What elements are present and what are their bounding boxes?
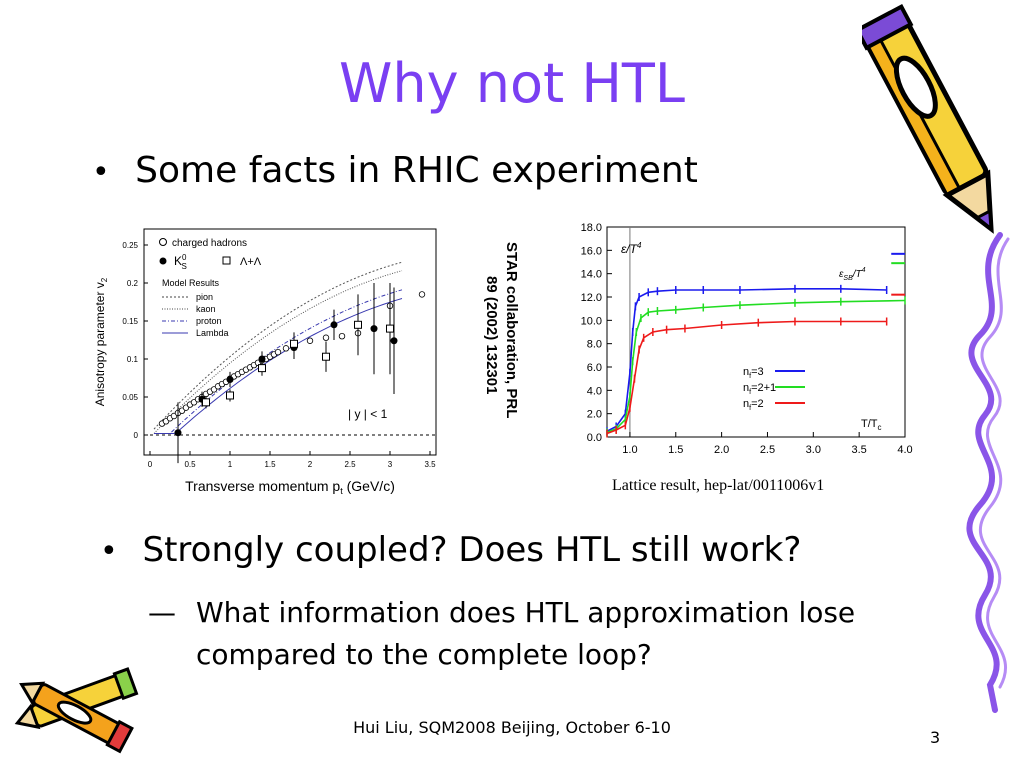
star-reference: STAR collaboration, PRL 89 (2002) 132301 <box>483 242 520 418</box>
x-tick-label: 0 <box>148 460 153 469</box>
x-tick-label: 2.5 <box>344 460 356 469</box>
legend-model-results: Model Results <box>162 278 220 288</box>
bullet-1: • Some facts in RHIC experiment <box>92 150 698 191</box>
star-ref-line1: STAR collaboration, PRL <box>503 242 520 418</box>
ks-point <box>330 321 338 329</box>
legend-lambda: Λ+Λ <box>240 256 262 268</box>
y-tick-label: 0.1 <box>127 355 139 364</box>
crayon-scribble-icon <box>966 232 1010 713</box>
x-axis-label: T/Tc <box>861 418 882 432</box>
sub-bullet-line2: compared to the complete loop? <box>196 638 652 671</box>
y-tick-label: 14.0 <box>581 269 602 281</box>
model-curve <box>153 261 403 430</box>
x-tick-label: 1.5 <box>668 444 683 456</box>
star-ref-line2: 89 (2002) 132301 <box>483 276 500 394</box>
legend-charged-hadrons: charged hadrons <box>172 238 247 249</box>
x-tick-label: 2 <box>308 460 313 469</box>
y-tick-label: 2.0 <box>587 409 602 421</box>
v2-chart: 0 0.5 1 1.5 2 2.5 3 3.5 0 0.05 0.1 0.15 0.2 0.25 char… <box>93 228 437 496</box>
bullet-2: • Strongly coupled? Does HTL still work? <box>100 530 801 570</box>
bullet-dot: • <box>100 534 118 569</box>
lambda-point <box>386 324 394 333</box>
charged-hadron-point <box>282 345 290 352</box>
y-tick-label: 6.0 <box>587 362 602 374</box>
legend-label: nf=2+1 <box>743 382 776 396</box>
charged-hadron-point <box>306 337 314 344</box>
legend-proton: proton <box>196 316 222 326</box>
pencil-icon <box>862 3 994 234</box>
bullet-dot: • <box>92 155 110 190</box>
bullet-1-text: Some facts in RHIC experiment <box>135 150 698 191</box>
y-axis-label: ε/T4 <box>621 241 642 256</box>
chart-legend: charged hadrons K0 S Λ+Λ Model Results pi… <box>159 238 262 338</box>
y-tick-label: 0.25 <box>122 241 138 250</box>
charged-hadron-point <box>322 334 330 341</box>
lambda-point <box>202 398 210 407</box>
x-tick-label: 3 <box>388 460 393 469</box>
rapidity-annotation: | y | < 1 <box>348 407 388 421</box>
charged-hadron-point <box>418 291 426 298</box>
lattice-chart: 1.0 1.5 2.0 2.5 3.0 3.5 4.0 0.0 2.0 4.0 6.0 8.0 10.0… <box>581 222 913 456</box>
lambda-point <box>226 391 234 400</box>
y-tick-label: 8.0 <box>587 339 602 351</box>
y-tick-label: 0 <box>134 431 139 440</box>
ks-point <box>390 337 398 345</box>
chart-legend: nf=3 nf=2+1 nf=2 <box>743 366 805 412</box>
y-tick-label: 10.0 <box>581 315 602 327</box>
model-curve <box>153 270 403 434</box>
y-tick-label: 0.0 <box>587 432 602 444</box>
x-tick-label: 0.5 <box>184 460 196 469</box>
legend-lambda-model: Lambda <box>196 328 229 338</box>
legend-open-circle-icon <box>159 238 167 246</box>
legend-pion: pion <box>196 292 213 302</box>
ks-point <box>174 429 182 437</box>
y-tick-label: 18.0 <box>581 222 602 234</box>
legend-kaon: kaon <box>196 304 216 314</box>
x-tick-label: 4.0 <box>897 444 912 456</box>
legend-label: nf=2 <box>743 398 764 412</box>
slide-footer: Hui Liu, SQM2008 Beijing, October 6-10 <box>353 718 671 737</box>
sub-bullet-dash: — <box>148 596 176 629</box>
legend-ks: K0 S <box>174 253 187 271</box>
legend-filled-circle-icon <box>159 257 167 265</box>
lambda-point <box>290 339 298 348</box>
lambda-point <box>354 320 362 329</box>
slide-title: Why not HTL <box>338 52 686 115</box>
page-number: 3 <box>930 728 941 747</box>
x-tick-label: 1.5 <box>264 460 276 469</box>
legend-label: nf=3 <box>743 366 764 380</box>
crossed-pencils-icon <box>14 667 139 754</box>
sub-bullet-line1: What information does HTL approximation … <box>196 596 856 629</box>
y-tick-label: 16.0 <box>581 245 602 257</box>
charged-hadron-point <box>338 332 346 340</box>
x-tick-label: 1 <box>228 460 233 469</box>
charged-hadron-point <box>274 348 282 356</box>
y-tick-label: 12.0 <box>581 292 602 304</box>
x-tick-label: 2.5 <box>760 444 775 456</box>
y-tick-label: 0.05 <box>122 393 138 402</box>
lambda-point <box>322 352 330 361</box>
x-tick-label: 3.5 <box>852 444 867 456</box>
y-tick-label: 4.0 <box>587 385 602 397</box>
sub-bullet: — What information does HTL approximatio… <box>148 592 968 676</box>
lattice-caption: Lattice result, hep-lat/0011006v1 <box>612 477 825 494</box>
x-tick-label: 2.0 <box>714 444 729 456</box>
x-tick-label: 3.0 <box>806 444 821 456</box>
y-tick-label: 0.2 <box>127 279 139 288</box>
y-axis-label: Anisotropy parameter v2 <box>93 277 109 406</box>
x-axis-label: Transverse momentum pt (GeV/c) <box>185 478 395 496</box>
ks-point <box>370 325 378 333</box>
ks-point <box>226 376 234 384</box>
ks-point <box>258 355 266 363</box>
bullet-2-text: Strongly coupled? Does HTL still work? <box>142 530 802 570</box>
model-curve <box>154 289 403 434</box>
legend-open-square-icon <box>222 256 231 265</box>
x-tick-label: 1.0 <box>622 444 637 456</box>
y-tick-label: 0.15 <box>122 317 138 326</box>
x-tick-label: 3.5 <box>424 460 436 469</box>
lambda-point <box>258 364 266 373</box>
sb-label: εSB/T4 <box>839 267 866 282</box>
